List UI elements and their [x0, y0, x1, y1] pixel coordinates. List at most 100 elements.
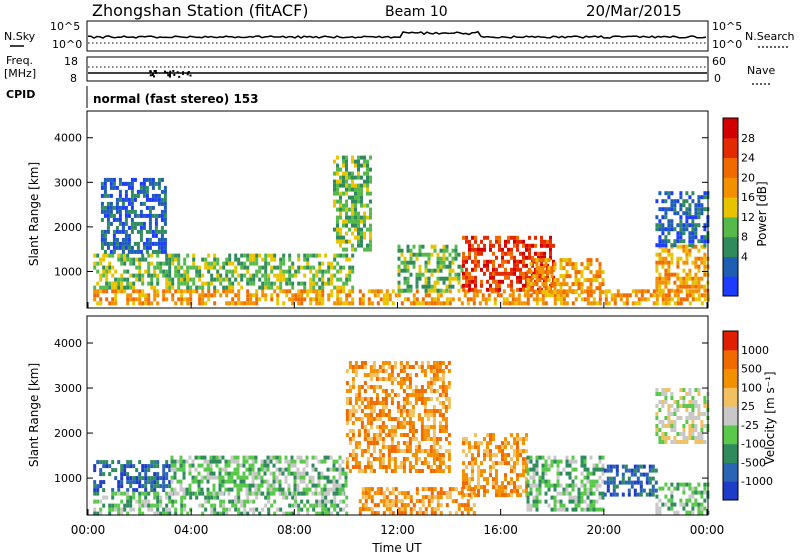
echo-cell	[336, 293, 340, 298]
echo-cell	[691, 502, 695, 507]
echo-cell	[522, 437, 525, 442]
echo-cell	[697, 239, 701, 244]
echo-cell	[348, 413, 352, 417]
echo-cell	[486, 489, 489, 494]
echo-cell	[366, 457, 370, 461]
echo-cell	[550, 459, 554, 464]
echo-cell	[160, 249, 164, 254]
echo-cell	[637, 297, 641, 302]
echo-cell	[535, 495, 539, 500]
echo-cell	[444, 393, 448, 397]
echo-cell	[535, 499, 539, 504]
echo-cell	[228, 261, 232, 266]
echo-cell	[603, 480, 607, 485]
echo-cell	[192, 281, 196, 286]
echo-cell	[418, 248, 422, 253]
echo-cell	[438, 421, 442, 425]
echo-cell	[135, 257, 139, 262]
echo-cell	[636, 464, 640, 469]
echo-cell	[100, 181, 104, 186]
echo-cell	[598, 483, 602, 488]
echo-cell	[474, 259, 477, 264]
echo-cell	[234, 253, 238, 258]
echo-cell	[207, 269, 211, 274]
echo-cell	[568, 289, 572, 294]
echo-cell	[685, 199, 689, 204]
echo-cell	[339, 207, 342, 212]
echo-cell	[613, 301, 617, 306]
echo-cell	[402, 405, 406, 409]
echo-cell	[212, 459, 216, 464]
echo-cell	[279, 507, 283, 512]
echo-cell	[338, 487, 342, 492]
echo-cell	[409, 252, 413, 257]
echo-cell	[682, 502, 686, 507]
echo-cell	[103, 229, 107, 234]
beam-label: Beam 10	[385, 4, 448, 20]
echo-cell	[688, 436, 692, 440]
echo-cell	[697, 223, 701, 228]
echo-cell	[387, 393, 391, 397]
echo-cell	[151, 229, 155, 234]
echo-cell	[378, 453, 382, 457]
echo-cell	[426, 449, 430, 453]
echo-cell	[415, 276, 419, 281]
echo-cell	[263, 459, 267, 464]
echo-cell	[667, 486, 671, 491]
echo-cell	[667, 404, 671, 408]
echo-cell	[186, 285, 190, 290]
echo-cell	[261, 293, 265, 298]
echo-cell	[269, 487, 273, 492]
echo-cell	[309, 285, 313, 290]
echo-cell	[694, 260, 698, 265]
echo-cell	[430, 284, 434, 289]
echo-cell	[270, 285, 274, 290]
echo-cell	[315, 499, 319, 504]
echo-cell	[682, 227, 686, 232]
echo-cell	[136, 221, 140, 226]
echo-cell	[147, 261, 151, 266]
echo-cell	[302, 459, 306, 464]
echo-cell	[586, 475, 590, 480]
echo-cell	[162, 468, 166, 473]
echo-cell	[501, 481, 504, 486]
echo-cell	[112, 237, 116, 242]
colorbar-tick-label: 24	[741, 152, 755, 165]
echo-cell	[99, 273, 103, 278]
echo-cell	[510, 457, 513, 462]
echo-cell	[583, 266, 587, 271]
echo-cell	[429, 413, 433, 417]
echo-cell	[685, 252, 689, 257]
echo-cell	[348, 219, 351, 224]
echo-cell	[120, 464, 124, 469]
echo-cell	[123, 491, 127, 496]
echo-cell	[254, 475, 258, 480]
echo-cell	[165, 507, 169, 512]
echo-cell	[378, 449, 382, 453]
echo-cell	[165, 253, 169, 258]
echo-cell	[411, 413, 415, 417]
echo-cell	[651, 468, 655, 473]
echo-cell	[363, 171, 366, 176]
echo-cell	[321, 269, 325, 274]
echo-cell	[213, 495, 217, 500]
echo-cell	[457, 507, 461, 512]
echo-cell	[209, 455, 213, 460]
echo-cell	[215, 491, 219, 496]
colorbar-tick-label: 1000	[741, 344, 769, 357]
echo-cell	[406, 288, 410, 293]
echo-cell	[609, 476, 613, 481]
echo-cell	[121, 229, 125, 234]
echo-cell	[583, 278, 587, 283]
echo-cell	[519, 279, 522, 284]
echo-cell	[507, 441, 510, 446]
echo-cell	[522, 473, 525, 478]
echo-cell	[522, 259, 525, 264]
echo-cell	[670, 203, 674, 208]
echo-cell	[109, 185, 113, 190]
echo-cell	[255, 273, 259, 278]
echo-cell	[153, 511, 157, 516]
echo-cell	[646, 297, 650, 302]
echo-cell	[703, 207, 707, 212]
echo-cell	[200, 455, 204, 460]
